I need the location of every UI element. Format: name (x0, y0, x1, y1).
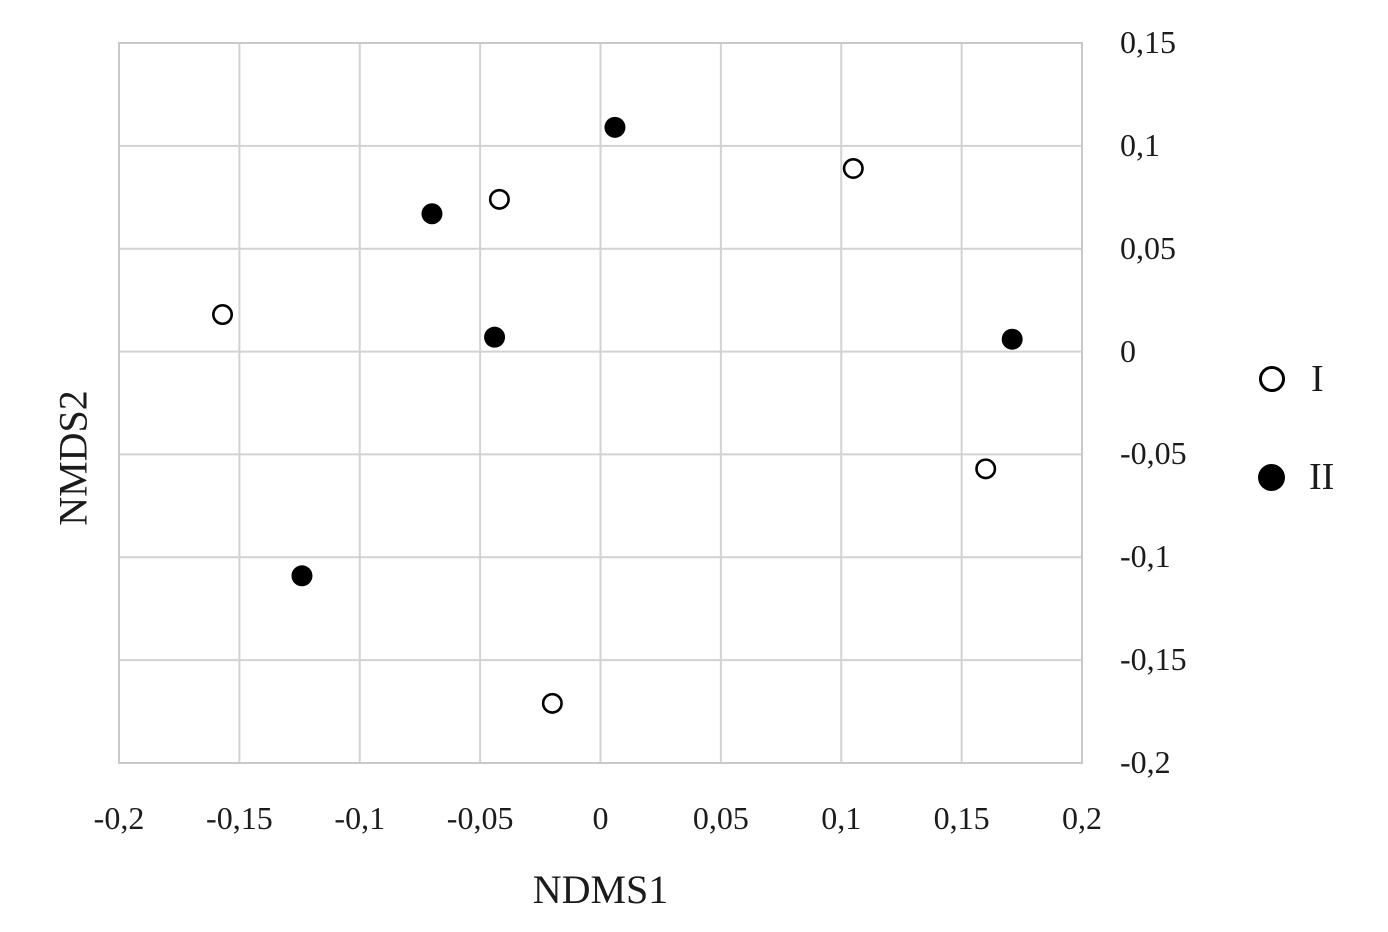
data-point-series-II (604, 116, 626, 138)
y-tick-label: -0,2 (1120, 743, 1171, 780)
data-point-series-II (1001, 328, 1023, 350)
x-tick-label: -0,05 (446, 800, 514, 836)
x-tick-label: 0,15 (933, 800, 990, 836)
x-tick-label: 0,05 (692, 800, 749, 836)
legend-label: II (1309, 456, 1335, 498)
y-axis-ticks: 0,15 0,1 0,05 0 -0,05 -0,1 -0,15 -0,2 (1120, 0, 1240, 932)
data-point-series-I (842, 157, 864, 179)
data-point-series-II (421, 203, 443, 225)
y-tick-label: -0,1 (1120, 538, 1171, 575)
data-point-series-I (541, 692, 563, 714)
y-tick-label: -0,05 (1120, 435, 1187, 472)
data-point-series-II (291, 565, 313, 587)
y-tick-label: 0,1 (1120, 126, 1160, 163)
plot-border (118, 42, 1083, 764)
x-axis-ticks: -0,2 -0,15 -0,1 -0,05 0 0,05 0,1 0,15 0,2 (0, 800, 1388, 840)
open-circle-icon (1259, 366, 1285, 392)
x-tick-label: -0,2 (93, 800, 145, 836)
legend-item-II: II (1258, 455, 1334, 499)
data-point-series-I (212, 304, 234, 326)
data-point-series-I (975, 458, 997, 480)
x-tick-label: 0 (592, 800, 609, 836)
y-tick-label: 0,15 (1120, 23, 1176, 60)
data-point-series-II (484, 326, 506, 348)
legend-label: I (1311, 358, 1324, 400)
y-tick-label: 0,05 (1120, 229, 1176, 266)
x-tick-label: -0,1 (334, 800, 386, 836)
x-axis-title: NDMS1 (532, 867, 669, 912)
y-tick-label: -0,15 (1120, 640, 1187, 677)
x-tick-label: -0,15 (206, 800, 273, 836)
legend-item-I: I (1259, 357, 1324, 401)
x-tick-label: 0,2 (1062, 800, 1102, 836)
y-tick-label: 0 (1120, 332, 1136, 369)
y-axis-title: NMDS2 (50, 390, 96, 526)
data-point-series-I (488, 188, 510, 210)
filled-circle-icon (1258, 463, 1285, 491)
x-tick-label: 0,1 (821, 800, 862, 836)
